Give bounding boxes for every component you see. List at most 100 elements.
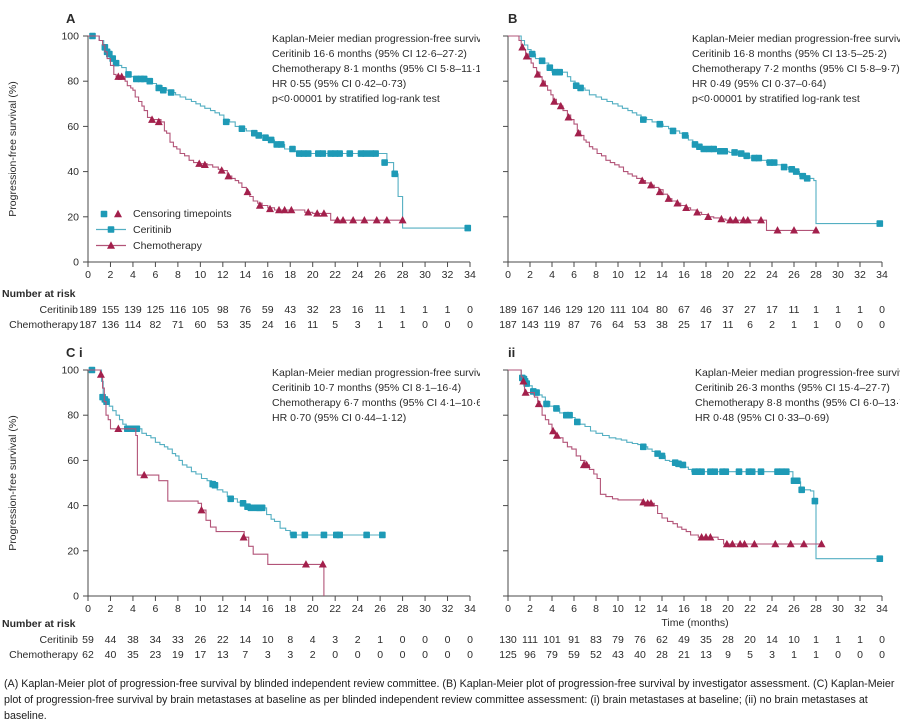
censor-marker-triangle [552,431,561,439]
x-tick-label: 14 [656,603,668,615]
censor-marker-square [640,443,647,451]
ceritinib-censor-markers [519,374,884,563]
x-tick-label: 14 [239,603,251,615]
censor-marker-triangle [304,208,313,216]
figure-caption: (A) Kaplan-Meier plot of progression-fre… [4,678,895,721]
x-tick-label: 32 [854,603,866,615]
censor-marker-triangle [550,97,559,105]
risk-count: 1 [857,304,863,316]
annotation-line: Ceritinib 10·7 months (95% CI 8·1–16·4) [272,382,461,394]
annotation-line: Kaplan-Meier median progression-free sur… [272,33,480,45]
censor-marker-triangle [664,194,673,202]
risk-count: 129 [565,304,583,316]
censor-marker-triangle [154,117,163,126]
risk-count: 3 [769,649,775,661]
censor-marker-square [319,150,327,157]
risk-count: 87 [568,319,580,331]
risk-count: 1 [400,319,406,331]
censor-marker-square [755,154,763,162]
censor-marker-triangle [539,79,548,87]
annotation-line: Chemotherapy 7·2 months (95% CI 5·8–9·7) [692,63,900,75]
x-tick-label: 32 [442,269,454,281]
risk-count: 10 [788,634,800,646]
risk-row-label: Ceritinib [39,634,78,646]
censor-marker-triangle [773,226,782,234]
censor-marker-triangle [398,215,407,224]
censor-marker-triangle [564,113,573,121]
risk-count: 111 [610,304,626,316]
risk-count: 23 [329,304,341,316]
risk-count: 0 [445,649,451,661]
risk-count: 1 [791,649,797,661]
y-tick-label: 60 [67,455,79,467]
x-tick-label: 28 [397,603,409,615]
x-tick-label: 20 [307,269,319,281]
censor-marker-triangle [114,424,123,432]
panel-label: C i [66,345,83,360]
risk-row-chemotherapy: 187 143 119 87 76 64 53 38 25 17 11 6 2 1 1 0 0 0 [499,319,885,331]
x-tick-label: 8 [593,269,599,281]
censor-marker-triangle [275,205,283,214]
risk-count: 71 [172,319,184,331]
risk-count: 35 [239,319,251,331]
risk-count: 0 [467,319,473,331]
censor-marker-square [304,150,312,157]
chemotherapy-censor-markers [519,377,826,548]
panel-label: B [508,11,517,26]
legend-chemotherapy-marker-icon [107,241,115,249]
legend-label: Ceritinib [133,224,172,236]
risk-row-label: Chemotherapy [9,319,79,331]
risk-count: 5 [747,649,753,661]
x-tick-label: 26 [374,269,386,281]
risk-count: 46 [700,304,712,316]
censor-marker-square [125,71,132,78]
risk-count: 11 [375,304,386,316]
censor-marker-square [669,127,677,135]
censor-marker-square [391,170,399,178]
x-tick-label: 32 [442,603,454,615]
annotation-line: HR 0·48 (95% CI 0·33–0·69) [695,412,829,424]
censor-marker-triangle [771,539,780,548]
x-tick-label: 4 [549,603,555,615]
risk-count: 0 [835,649,841,661]
censor-marker-square [112,59,120,67]
risk-count: 53 [217,319,229,331]
censor-marker-square [543,400,550,408]
risk-count: 111 [522,634,538,646]
risk-count: 13 [217,649,229,661]
panel-label: ii [508,345,515,360]
risk-count: 3 [332,634,338,646]
censor-marker-square [211,481,219,489]
risk-count: 11 [307,319,318,331]
risk-count: 67 [678,304,690,316]
x-tick-label: 12 [217,269,229,281]
x-tick-label: 24 [766,603,778,615]
annotation-line: HR 0·55 (95% CI 0·42–0·73) [272,78,406,90]
x-tick-label: 24 [352,603,364,615]
risk-count: 114 [125,319,142,331]
censor-marker-triangle [318,560,327,568]
censor-marker-square [140,75,148,83]
risk-count: 5 [332,319,338,331]
x-tick-label: 4 [130,603,136,615]
censor-marker-triangle [757,215,765,224]
risk-count: 0 [879,649,885,661]
risk-count: 125 [499,649,517,661]
risk-count: 1 [813,649,819,661]
axes [83,369,471,601]
risk-count: 53 [634,319,646,331]
censor-marker-triangle [319,209,328,217]
censor-marker-triangle [582,460,591,469]
risk-count: 0 [467,304,473,316]
censor-marker-triangle [790,226,798,234]
risk-count: 0 [879,319,885,331]
censor-marker-square [222,118,230,126]
risk-count: 0 [835,319,841,331]
x-tick-label: 20 [722,269,734,281]
censor-marker-square [735,468,743,475]
risk-count: 1 [813,304,819,316]
censor-marker-triangle [287,205,296,214]
x-tick-label: 26 [788,603,800,615]
x-tick-label: 28 [397,269,409,281]
x-tick-label: 12 [217,603,229,615]
